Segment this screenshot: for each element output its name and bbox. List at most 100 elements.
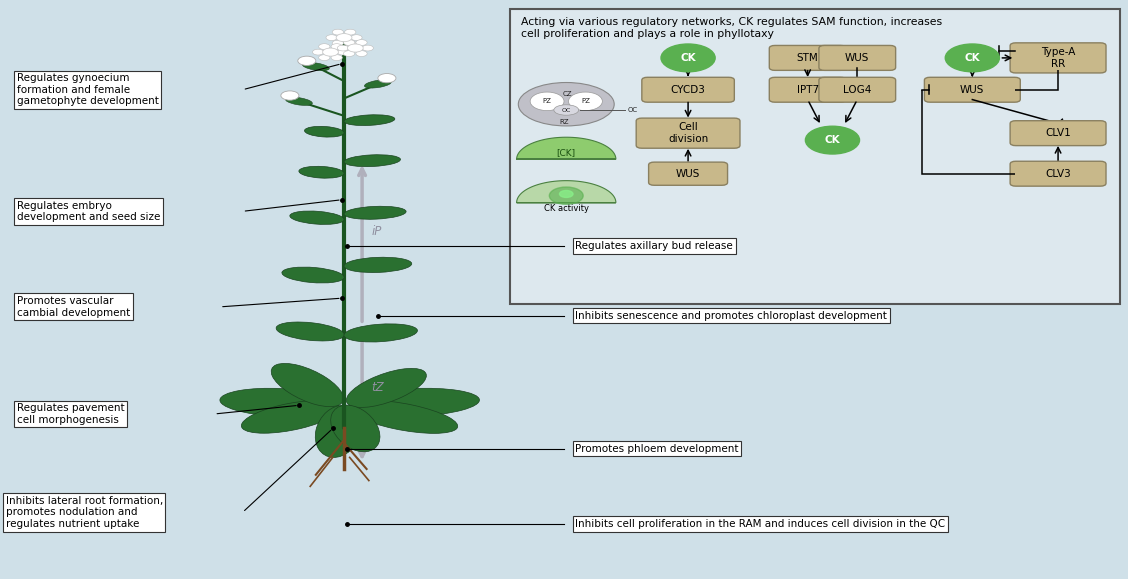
Text: CK activity: CK activity	[544, 204, 589, 213]
Text: tZ: tZ	[371, 382, 384, 394]
Circle shape	[333, 29, 343, 35]
Circle shape	[661, 44, 715, 72]
Circle shape	[336, 34, 352, 42]
Circle shape	[351, 35, 362, 41]
Circle shape	[318, 43, 329, 49]
Text: RZ: RZ	[559, 119, 569, 124]
Ellipse shape	[344, 155, 400, 167]
Text: CLV1: CLV1	[1046, 128, 1070, 138]
Text: Acting via various regulatory networks, CK regulates SAM function, increases
cel: Acting via various regulatory networks, …	[521, 17, 942, 39]
Ellipse shape	[316, 405, 361, 457]
Ellipse shape	[282, 267, 344, 283]
Text: [CK]: [CK]	[557, 148, 575, 157]
Circle shape	[356, 39, 367, 45]
Text: WUS: WUS	[960, 85, 985, 95]
FancyBboxPatch shape	[924, 77, 1020, 102]
Polygon shape	[517, 181, 616, 203]
Text: Regulates pavement
cell morphogenesis: Regulates pavement cell morphogenesis	[17, 403, 124, 425]
Text: Promotes vascular
cambial development: Promotes vascular cambial development	[17, 296, 130, 318]
Text: CK: CK	[964, 53, 980, 63]
Ellipse shape	[569, 92, 602, 111]
Circle shape	[805, 126, 860, 154]
Text: OC: OC	[627, 107, 637, 113]
Text: Regulates gynoecium
formation and female
gametophyte development: Regulates gynoecium formation and female…	[17, 73, 159, 107]
Text: Inhibits senescence and promotes chloroplast development: Inhibits senescence and promotes chlorop…	[575, 310, 887, 321]
Ellipse shape	[344, 206, 406, 219]
Text: CZ: CZ	[563, 91, 572, 97]
Text: STM: STM	[796, 53, 819, 63]
Ellipse shape	[299, 166, 344, 178]
Text: Inhibits lateral root formation,
promotes nodulation and
regulates nutrient upta: Inhibits lateral root formation, promote…	[6, 496, 162, 529]
Ellipse shape	[554, 105, 579, 115]
Text: PZ: PZ	[581, 98, 590, 104]
Circle shape	[345, 41, 355, 46]
Text: Promotes phloem development: Promotes phloem development	[575, 444, 739, 454]
Circle shape	[312, 49, 324, 55]
Text: PZ: PZ	[543, 98, 552, 104]
Text: CK: CK	[825, 135, 840, 145]
Ellipse shape	[344, 324, 417, 342]
FancyBboxPatch shape	[819, 45, 896, 70]
FancyBboxPatch shape	[769, 77, 846, 102]
Ellipse shape	[305, 126, 344, 137]
Ellipse shape	[241, 401, 340, 433]
Text: Inhibits cell proliferation in the RAM and induces cell division in the QC: Inhibits cell proliferation in the RAM a…	[575, 519, 945, 529]
Text: LOG4: LOG4	[843, 85, 872, 95]
Circle shape	[343, 39, 354, 45]
Circle shape	[318, 55, 329, 61]
FancyBboxPatch shape	[1010, 161, 1105, 186]
Text: OC: OC	[562, 108, 571, 112]
Circle shape	[345, 29, 355, 35]
Circle shape	[356, 51, 367, 57]
Circle shape	[378, 74, 396, 83]
Circle shape	[343, 51, 354, 57]
Ellipse shape	[290, 211, 344, 225]
Text: IPT7: IPT7	[796, 85, 819, 95]
Bar	[510, 9, 1120, 304]
Text: WUS: WUS	[845, 53, 870, 63]
Ellipse shape	[346, 368, 426, 408]
Ellipse shape	[559, 190, 573, 197]
Text: CYCD3: CYCD3	[671, 85, 705, 95]
Ellipse shape	[276, 322, 344, 341]
FancyBboxPatch shape	[1010, 120, 1105, 146]
Text: Regulates axillary bud release: Regulates axillary bud release	[575, 241, 733, 251]
Text: Cell
division: Cell division	[668, 122, 708, 144]
Text: Regulates embryo
development and seed size: Regulates embryo development and seed si…	[17, 200, 160, 222]
Circle shape	[347, 44, 363, 52]
Circle shape	[332, 55, 342, 61]
Text: iP: iP	[371, 225, 381, 238]
Circle shape	[333, 41, 343, 46]
FancyBboxPatch shape	[1010, 43, 1105, 73]
Ellipse shape	[271, 364, 344, 406]
Text: CK: CK	[680, 53, 696, 63]
Circle shape	[326, 35, 337, 41]
Ellipse shape	[344, 257, 412, 273]
Ellipse shape	[350, 389, 479, 416]
Polygon shape	[517, 137, 616, 159]
Circle shape	[945, 44, 999, 72]
FancyBboxPatch shape	[642, 77, 734, 102]
Ellipse shape	[331, 405, 380, 452]
Text: Type-A
RR: Type-A RR	[1041, 47, 1075, 69]
FancyBboxPatch shape	[769, 45, 846, 70]
Ellipse shape	[518, 83, 614, 126]
FancyBboxPatch shape	[649, 162, 728, 185]
Circle shape	[281, 91, 299, 100]
Ellipse shape	[344, 115, 395, 126]
Circle shape	[337, 45, 349, 51]
Circle shape	[332, 43, 342, 49]
FancyBboxPatch shape	[636, 118, 740, 148]
Text: CLV3: CLV3	[1046, 168, 1070, 179]
Ellipse shape	[349, 401, 458, 433]
Ellipse shape	[302, 63, 329, 71]
Circle shape	[298, 56, 316, 65]
Ellipse shape	[285, 97, 312, 105]
Circle shape	[337, 49, 349, 55]
Circle shape	[362, 45, 373, 51]
Text: WUS: WUS	[676, 168, 700, 179]
Ellipse shape	[364, 80, 391, 88]
Circle shape	[323, 48, 338, 56]
Ellipse shape	[220, 389, 338, 416]
Ellipse shape	[549, 187, 583, 204]
